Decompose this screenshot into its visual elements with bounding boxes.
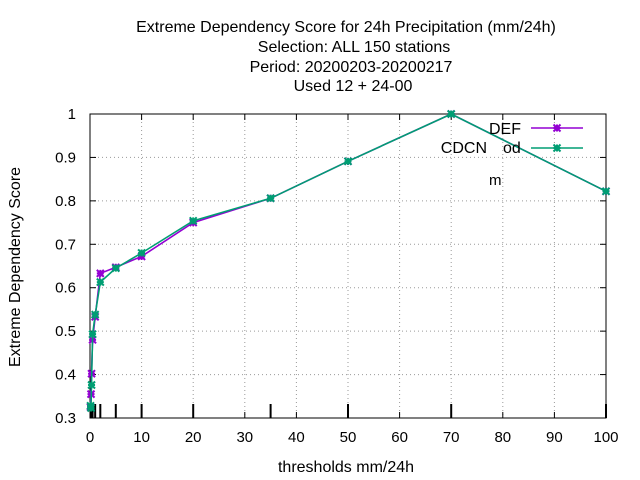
data-point-cdcn-mod (601, 187, 611, 196)
title-line-3: Period: 20200203-20200217 (250, 59, 453, 76)
x-axis-label: thresholds mm/24h (278, 459, 414, 476)
y-tick-labels: 0.3 0.4 0.5 0.6 0.7 0.8 0.9 1 (55, 106, 76, 427)
x-tick-label: 10 (133, 429, 150, 446)
y-tick-label: 1 (68, 106, 76, 123)
y-tick-label: 0.4 (55, 367, 76, 384)
data-point-cdcn-mod (88, 329, 97, 339)
legend-label-subscript: m (489, 172, 502, 189)
title-line-2: Selection: ALL 150 stations (258, 39, 450, 56)
title-line-4: Used 12 + 24-00 (294, 78, 413, 95)
x-tick-label: 90 (546, 429, 563, 446)
data-point-cdcn-mod (111, 263, 121, 273)
title-line-1: Extreme Dependency Score for 24h Precipi… (136, 19, 556, 36)
y-tick-label: 0.7 (55, 236, 76, 253)
legend-label-cdcn: CDCN (441, 140, 487, 157)
x-tick-label: 40 (288, 429, 305, 446)
data-point-cdcn-mod (96, 277, 105, 287)
y-tick-label: 0.9 (55, 149, 76, 166)
data-point-cdcn-mod (86, 403, 96, 413)
x-tick-label: 70 (443, 429, 460, 446)
legend-label-def: DEF (489, 121, 521, 138)
data-point-cdcn-mod (446, 109, 456, 119)
legend-marker-cdcn-mod (552, 143, 562, 153)
x-tick-labels: 0 10 20 30 40 50 60 70 80 90 100 (86, 429, 619, 446)
x-tick-label: 50 (340, 429, 357, 446)
y-tick-label: 0.5 (55, 323, 76, 340)
data-point-cdcn-mod (188, 216, 198, 226)
y-tick-label: 0.3 (55, 410, 76, 427)
data-point-cdcn-mod (137, 248, 146, 258)
x-tick-label: 100 (593, 429, 618, 446)
legend: DEF CDCN m od (441, 121, 583, 189)
y-axis-label: Extreme Dependency Score (7, 167, 24, 367)
series-layer (86, 109, 611, 413)
x-tick-label: 80 (494, 429, 511, 446)
data-point-cdcn-mod (266, 194, 275, 203)
data-point-cdcn-mod (90, 310, 100, 319)
x-tick-label: 30 (236, 429, 253, 446)
x-tick-label: 60 (391, 429, 408, 446)
legend-label-od: od (503, 140, 521, 157)
grid-layer (90, 114, 606, 418)
x-tick-label: 0 (86, 429, 94, 446)
y-tick-label: 0.6 (55, 280, 76, 297)
data-point-cdcn-mod (87, 380, 96, 390)
data-point-def (96, 269, 105, 278)
chart-title: Extreme Dependency Score for 24h Precipi… (136, 19, 556, 95)
x-tick-label: 20 (185, 429, 202, 446)
data-point-cdcn-mod (343, 157, 353, 166)
legend-marker-def (552, 123, 562, 133)
legend-samples (531, 123, 583, 153)
y-tick-label: 0.8 (55, 193, 76, 210)
